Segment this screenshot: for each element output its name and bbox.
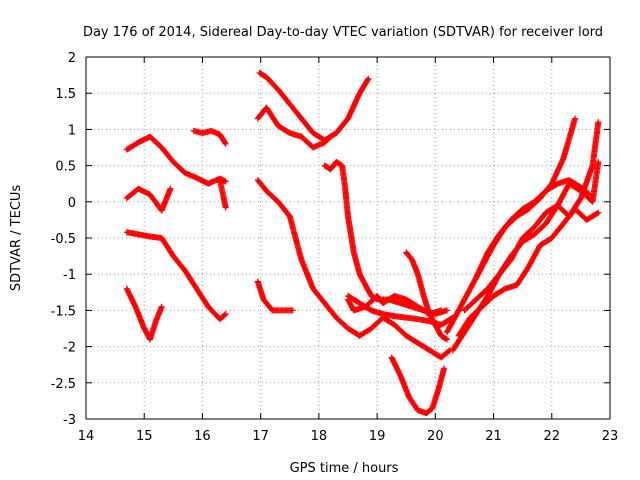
data-points <box>123 69 602 417</box>
data-point <box>222 311 229 318</box>
y-tick-label: -0.5 <box>51 232 76 247</box>
y-tick-label: 1 <box>68 123 76 138</box>
y-tick-label: -1 <box>63 268 76 283</box>
series-pass-c4 <box>388 354 448 417</box>
data-point <box>289 307 296 314</box>
data-point <box>443 307 450 314</box>
x-tick-label: 21 <box>485 429 502 444</box>
data-point <box>158 303 165 310</box>
data-point <box>443 336 450 343</box>
y-tick-label: 2 <box>68 51 76 66</box>
series-pass-a4 <box>123 229 229 323</box>
data-point <box>572 115 579 122</box>
data-point <box>594 210 601 217</box>
data-point <box>364 76 371 83</box>
series-pass-b1 <box>256 69 372 144</box>
y-tick-label: -2 <box>63 341 76 356</box>
x-tick-label: 22 <box>544 429 561 444</box>
chart-title: Day 176 of 2014, Sidereal Day-to-day VTE… <box>83 25 603 40</box>
data-point <box>222 204 229 211</box>
data-point <box>365 75 372 82</box>
x-tick-label: 14 <box>78 429 95 444</box>
data-point <box>327 133 334 140</box>
data-point <box>595 209 602 216</box>
y-tick-label: 1.5 <box>55 87 76 102</box>
x-tick-label: 23 <box>602 429 619 444</box>
series-pass-c2 <box>345 292 456 328</box>
series-pass-a5 <box>123 285 165 343</box>
series-pass-d4 <box>461 119 602 314</box>
series-pass-c3 <box>345 292 445 318</box>
data-point <box>585 190 592 197</box>
series-pass-d5 <box>473 177 593 281</box>
series-pass-a2 <box>123 185 174 214</box>
series-pass-b2 <box>254 104 334 151</box>
data-point <box>222 139 229 146</box>
data-point <box>595 158 602 165</box>
data-point <box>441 365 448 372</box>
series-pass-a3 <box>216 177 229 211</box>
series-pass-c5 <box>403 249 450 343</box>
series-pass-a1 <box>123 133 229 187</box>
x-tick-label: 17 <box>252 429 269 444</box>
plot-frame <box>85 56 611 420</box>
data-point <box>222 178 229 185</box>
data-point <box>595 119 602 126</box>
series-pass-b4 <box>254 278 296 314</box>
x-tick-label: 15 <box>136 429 153 444</box>
y-tick-label: 0.5 <box>55 160 76 175</box>
y-axis-label: SDTVAR / TECUs <box>9 185 24 292</box>
data-point <box>326 134 333 141</box>
series-pass-d1 <box>443 115 579 336</box>
series-pass-a6 <box>190 127 229 147</box>
y-tick-label: 0 <box>68 196 76 211</box>
data-point <box>443 335 450 342</box>
data-point <box>222 140 229 147</box>
data-point <box>167 185 174 192</box>
x-tick-labels: 14 15 16 17 18 19 20 21 22 23 <box>78 57 619 444</box>
x-axis-label: GPS time / hours <box>290 461 399 476</box>
data-point <box>221 311 228 318</box>
x-tick-label: 19 <box>369 429 386 444</box>
y-tick-label: -1.5 <box>51 304 76 319</box>
x-tick-label: 16 <box>194 429 211 444</box>
y-tick-labels: 2 1.5 1 0.5 0 -0.5 -1 -1.5 -2 -2.5 -3 <box>51 51 610 428</box>
y-tick-label: -2.5 <box>51 377 76 392</box>
data-point <box>445 348 452 355</box>
series-pass-b3 <box>254 177 453 361</box>
data-point <box>438 307 445 314</box>
x-tick-label: 18 <box>311 429 328 444</box>
x-tick-label: 20 <box>427 429 444 444</box>
data-point <box>586 191 593 198</box>
y-tick-label: -3 <box>63 413 76 428</box>
